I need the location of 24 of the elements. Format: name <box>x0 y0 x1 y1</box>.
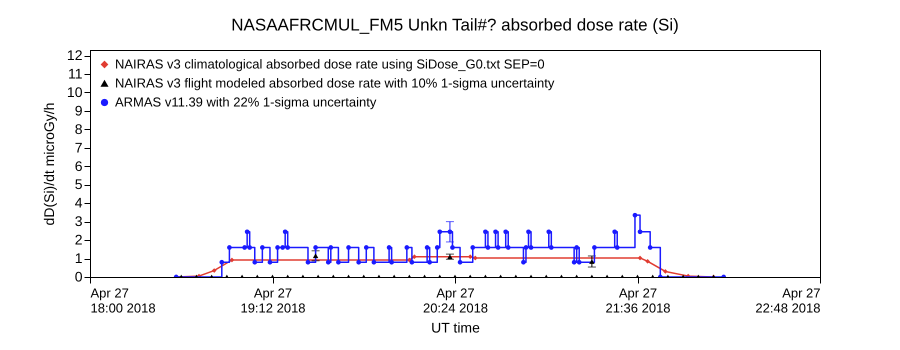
x-axis-title: UT time <box>431 320 480 336</box>
y-tick-label: 2 <box>74 232 83 248</box>
chart-title: NASAAFRCMUL_FM5 Unkn Tail#? absorbed dose rate (Si) <box>231 16 679 35</box>
legend-label: ARMAS v11.39 with 22% 1-sigma uncertainty <box>115 94 377 110</box>
legend-label: NAIRAS v3 climatological absorbed dose rate using SiDose_G0.txt SEP=0 <box>115 56 545 72</box>
y-tick-label: 0 <box>74 268 83 284</box>
y-tick-label: 11 <box>68 65 83 82</box>
x-tick-label: Apr 27 21:36 2018 <box>605 286 671 316</box>
y-tick-label: 1 <box>74 250 83 266</box>
y-tick-label: 12 <box>66 47 83 64</box>
y-tick-label: 6 <box>74 158 83 174</box>
y-tick-label: 9 <box>74 102 83 118</box>
y-tick-label: 5 <box>74 176 83 192</box>
x-tick-label: Apr 27 19:12 2018 <box>240 286 306 316</box>
x-tick-label: Apr 27 18:00 2018 <box>90 286 156 316</box>
legend-label: NAIRAS v3 flight modeled absorbed dose rate with 10% 1-sigma uncertainty <box>115 76 555 90</box>
y-tick-label: 7 <box>74 139 83 156</box>
y-axis-title: dD(Si)/dt microGy/h <box>40 102 57 226</box>
y-tick-label: 8 <box>74 120 83 137</box>
x-tick-label: Apr 27 22:48 2018 <box>755 286 820 316</box>
x-tick-label: Apr 27 20:24 2018 <box>422 286 488 316</box>
y-tick-label: 10 <box>66 84 83 100</box>
y-tick-label: 4 <box>74 194 83 211</box>
y-tick-label: 3 <box>74 213 83 230</box>
